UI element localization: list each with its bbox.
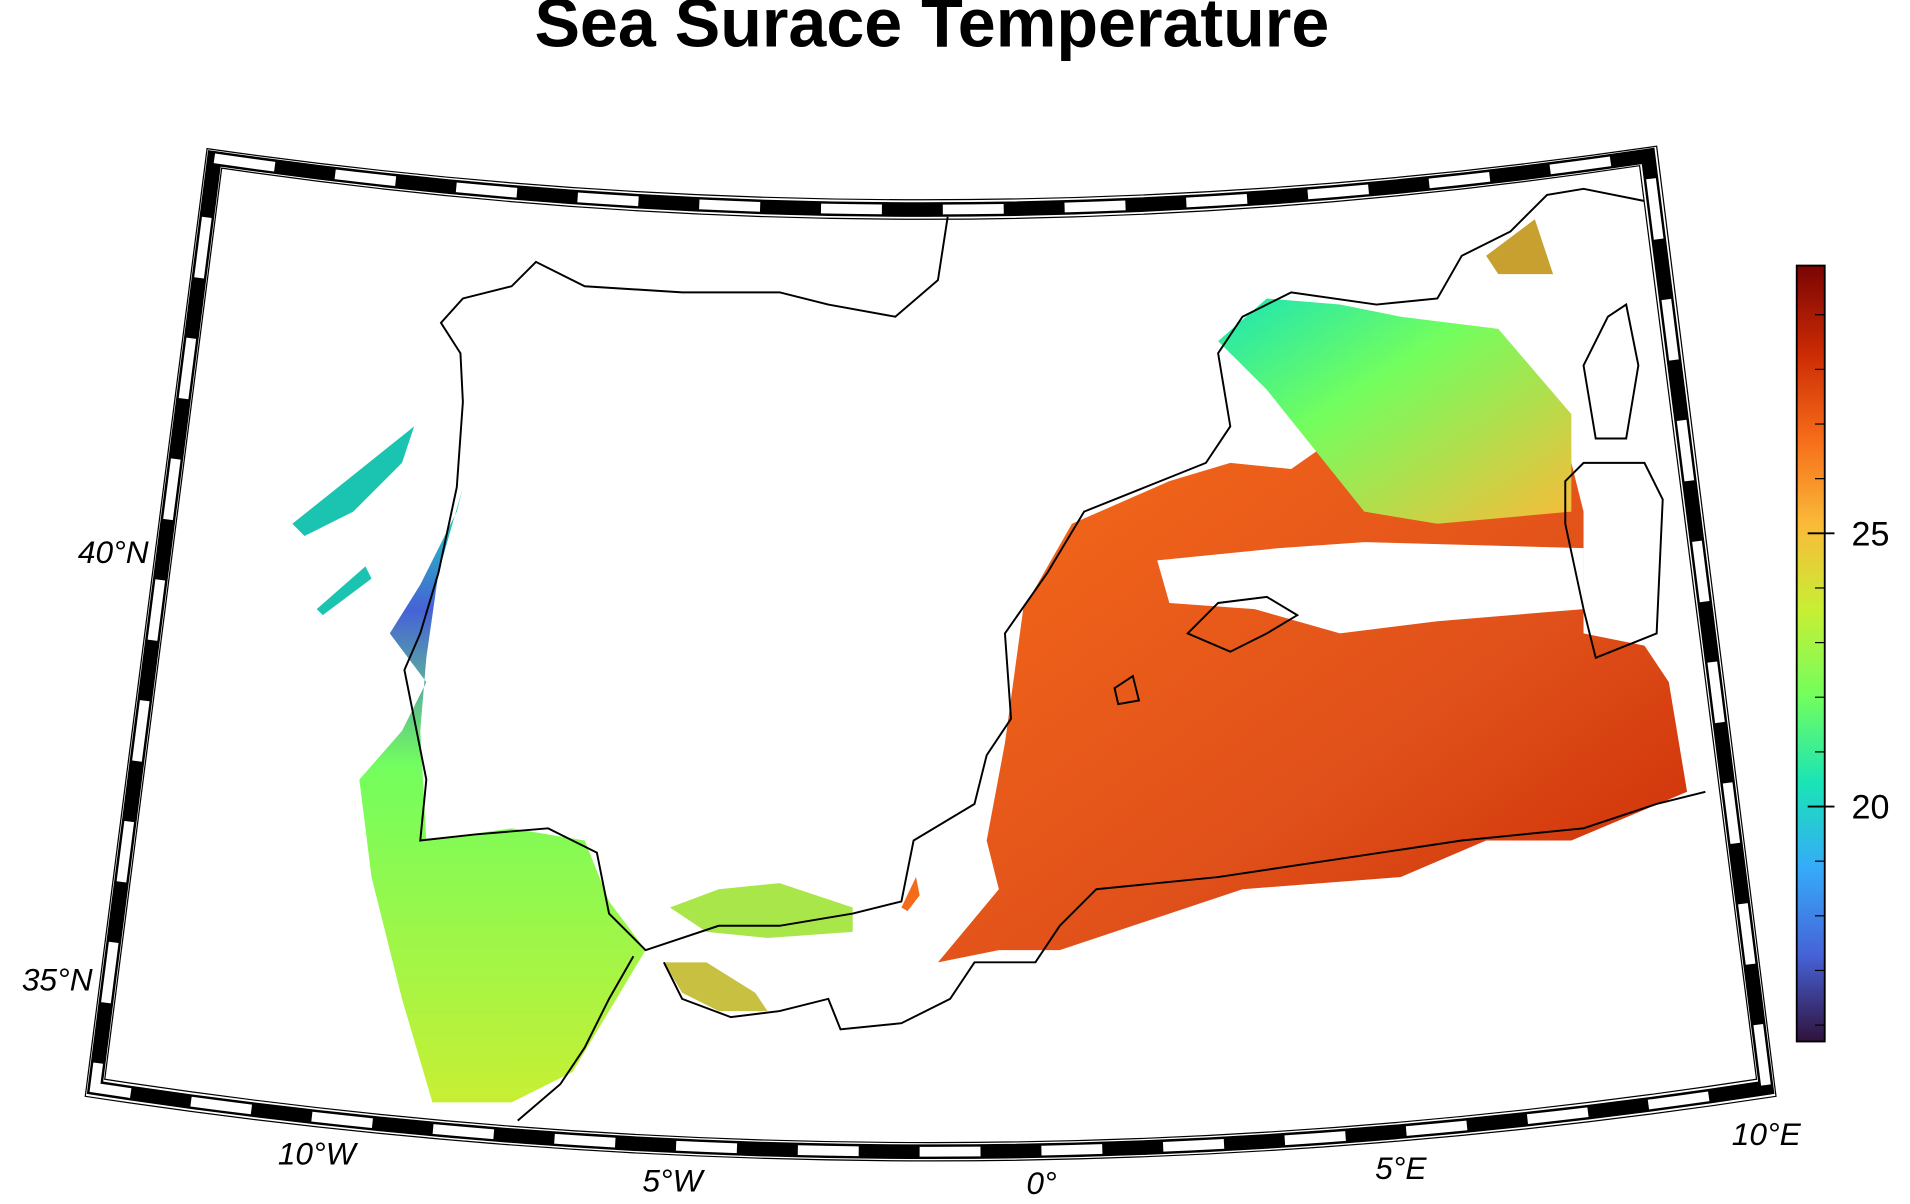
lon-label: 10°E	[1732, 1116, 1802, 1152]
lat-label: 40°N	[78, 534, 149, 570]
lon-label: 0°	[1026, 1165, 1056, 1201]
colorbar-tick-label: 20	[1852, 789, 1890, 827]
sst-field	[292, 219, 1688, 1103]
lon-label: 5°E	[1375, 1150, 1427, 1186]
colorbar-gradient	[1795, 264, 1826, 1043]
lat-label: 35°N	[22, 961, 93, 997]
lon-label: 5°W	[642, 1162, 705, 1198]
map-frame	[84, 145, 1777, 1162]
lon-label: 10°W	[278, 1136, 359, 1172]
colorbar-tick-label: 25	[1852, 515, 1890, 553]
coastline	[403, 187, 1706, 1122]
map-title: Sea Surace Temperature	[534, 0, 1329, 61]
